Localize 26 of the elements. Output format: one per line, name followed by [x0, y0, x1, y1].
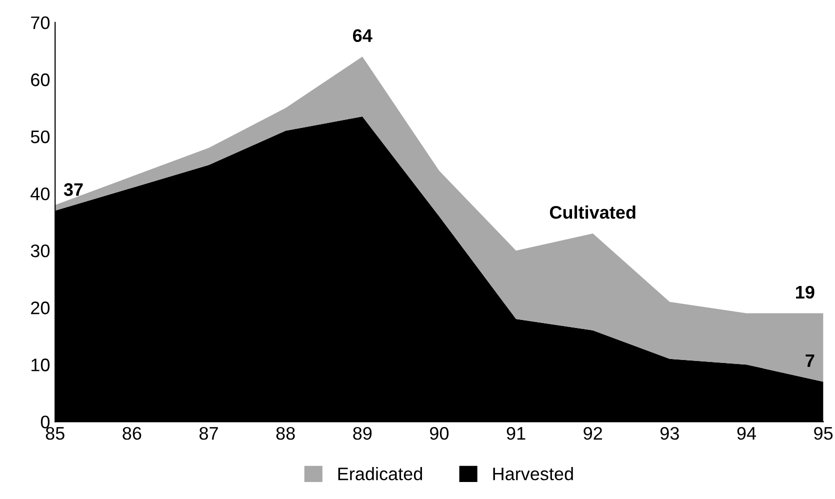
x-tick-label: 91	[506, 426, 526, 440]
x-tick-label: 86	[122, 426, 142, 440]
annotation: 64	[353, 29, 372, 42]
x-tick-label: 93	[660, 426, 679, 440]
y-tick-label: 10	[32, 358, 50, 372]
y-tick-label: 60	[31, 73, 50, 86]
x-tick-label: 87	[199, 426, 218, 440]
legend-label: Eradicated	[338, 467, 422, 480]
x-tick-label: 89	[353, 426, 372, 440]
x-tick-label: 95	[814, 426, 833, 440]
legend-label: Harvested	[493, 467, 573, 480]
y-tick-label: 0	[40, 416, 50, 428]
y-tick-label: 50	[30, 130, 50, 144]
x-tick-label: 94	[737, 426, 756, 440]
annotation: Cultivated	[550, 206, 636, 219]
x-tick-label: 90	[430, 426, 449, 440]
y-tick-label: 70	[31, 16, 50, 30]
y-tick-label: 30	[30, 244, 50, 258]
annotation: 37	[64, 183, 83, 196]
y-tick-label: 20	[31, 302, 50, 314]
annotation: 19	[796, 286, 814, 299]
y-tick-label: 40	[30, 187, 50, 200]
x-tick-label: 85	[46, 426, 64, 440]
annotation: 7	[806, 354, 814, 367]
x-tick-label: 88	[276, 426, 295, 440]
x-tick-label: 92	[584, 426, 602, 440]
